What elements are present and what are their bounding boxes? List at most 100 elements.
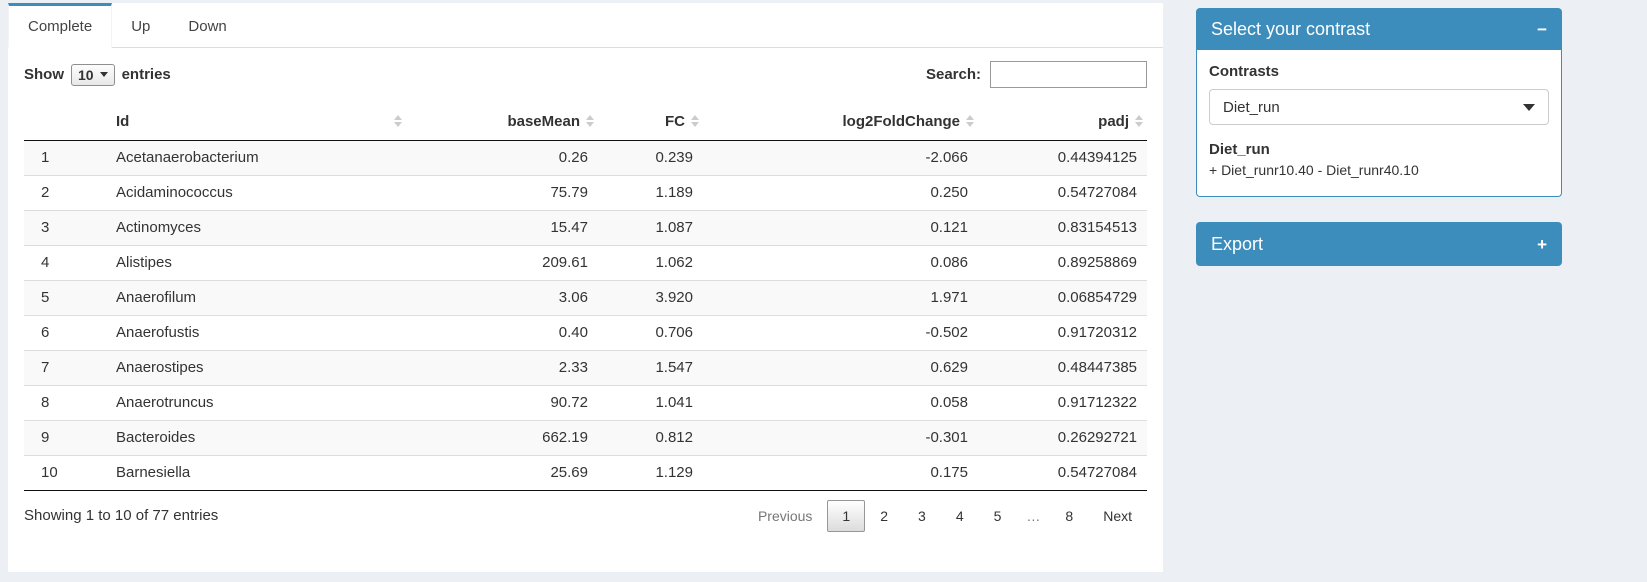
pagination-page-8[interactable]: 8 <box>1065 507 1074 524</box>
header-log2foldchange-label: log2FoldChange <box>842 112 961 130</box>
contrasts-label: Contrasts <box>1209 63 1280 80</box>
contrast-select-value: Diet_run <box>1223 98 1280 116</box>
log2foldchange-cell: 0.086 <box>703 245 978 281</box>
collapse-minus-icon[interactable]: − <box>1537 19 1547 39</box>
id-cell: Anaerotruncus <box>98 385 408 421</box>
fc-cell: 1.547 <box>598 350 703 386</box>
id-cell: Alistipes <box>98 245 408 281</box>
sort-icon <box>1135 115 1143 128</box>
contrast-select[interactable]: Diet_run <box>1209 89 1549 125</box>
pagination-page-2[interactable]: 2 <box>880 507 889 524</box>
basemean-cell: 90.72 <box>408 385 598 421</box>
padj-cell: 0.54727084 <box>978 455 1147 491</box>
fc-cell: 0.812 <box>598 420 703 456</box>
entries-length-value: 10 <box>78 66 94 83</box>
basemean-cell: 662.19 <box>408 420 598 456</box>
table-body: 1 Acetanaerobacterium 0.26 0.239 -2.066 0.443… <box>24 140 1147 491</box>
contrast-panel-header[interactable]: Select your contrast − <box>1196 8 1562 50</box>
table-row: 4 Alistipes 209.61 1.062 0.086 0.89258869 <box>24 245 1147 281</box>
header-id-label: Id <box>116 112 130 130</box>
contrast-name: Diet_run <box>1209 141 1270 158</box>
header-id[interactable]: Id <box>98 103 408 141</box>
fc-cell: 1.189 <box>598 175 703 211</box>
basemean-cell: 25.69 <box>408 455 598 491</box>
contrast-panel: Select your contrast − Contrasts Diet_ru… <box>1196 8 1562 197</box>
header-padj[interactable]: padj <box>978 103 1147 141</box>
row-index-cell: 2 <box>24 175 98 211</box>
padj-cell: 0.06854729 <box>978 280 1147 316</box>
padj-cell: 0.54727084 <box>978 175 1147 211</box>
pagination-page-1[interactable]: 1 <box>827 499 866 532</box>
basemean-cell: 209.61 <box>408 245 598 281</box>
sort-icon <box>394 115 402 128</box>
id-cell: Acidaminococcus <box>98 175 408 211</box>
search-label: Search: <box>925 66 981 83</box>
log2foldchange-cell: 0.058 <box>703 385 978 421</box>
fc-cell: 1.129 <box>598 455 703 491</box>
log2foldchange-cell: 0.175 <box>703 455 978 491</box>
entries-length-select[interactable]: 10 <box>71 63 115 86</box>
export-panel-header[interactable]: Export + <box>1196 222 1562 266</box>
id-cell: Anaerofilum <box>98 280 408 316</box>
fc-cell: 1.062 <box>598 245 703 281</box>
table-row: 3 Actinomyces 15.47 1.087 0.121 0.83154513 <box>24 210 1147 246</box>
row-index-cell: 5 <box>24 280 98 316</box>
pagination-page-4[interactable]: 4 <box>955 507 964 524</box>
contrast-formula: + Diet_runr10.40 - Diet_runr40.10 <box>1209 162 1419 178</box>
pagination-previous[interactable]: Previous <box>757 507 813 524</box>
padj-cell: 0.26292721 <box>978 420 1147 456</box>
tab-up[interactable]: Up <box>112 3 169 47</box>
log2foldchange-cell: 0.250 <box>703 175 978 211</box>
right-sidebar: Select your contrast − Contrasts Diet_ru… <box>1196 8 1562 266</box>
header-log2foldchange[interactable]: log2FoldChange <box>703 103 978 141</box>
header-basemean[interactable]: baseMean <box>408 103 598 141</box>
header-basemean-label: baseMean <box>507 112 580 130</box>
table-row: 1 Acetanaerobacterium 0.26 0.239 -2.066 0.443… <box>24 140 1147 176</box>
tab-complete-label: Complete <box>28 18 93 35</box>
row-index-cell: 4 <box>24 245 98 281</box>
id-cell: Anaerofustis <box>98 315 408 351</box>
row-index-cell: 8 <box>24 385 98 421</box>
padj-cell: 0.44394125 <box>978 140 1147 176</box>
tab-complete[interactable]: Complete <box>8 3 113 48</box>
pagination: Previous 1 2 3 4 5 … 8 Next <box>743 499 1147 532</box>
contrast-panel-title: Select your contrast <box>1211 18 1371 39</box>
table-row: 2 Acidaminococcus 75.79 1.189 0.250 0.5472708… <box>24 175 1147 211</box>
padj-cell: 0.89258869 <box>978 245 1147 281</box>
tab-down-label: Down <box>188 18 227 35</box>
id-cell: Bacteroides <box>98 420 408 456</box>
fc-cell: 0.706 <box>598 315 703 351</box>
row-index-cell: 1 <box>24 140 98 176</box>
id-cell: Acetanaerobacterium <box>98 140 408 176</box>
row-index-cell: 10 <box>24 455 98 491</box>
pagination-next[interactable]: Next <box>1103 507 1132 524</box>
basemean-cell: 2.33 <box>408 350 598 386</box>
entries-info: Showing 1 to 10 of 77 entries <box>24 507 219 524</box>
show-label: Show <box>24 66 64 83</box>
pagination-page-5[interactable]: 5 <box>993 507 1002 524</box>
basemean-cell: 3.06 <box>408 280 598 316</box>
table-row: 7 Anaerostipes 2.33 1.547 0.629 0.48447385 <box>24 350 1147 386</box>
id-cell: Actinomyces <box>98 210 408 246</box>
id-cell: Barnesiella <box>98 455 408 491</box>
pagination-page-3[interactable]: 3 <box>918 507 926 524</box>
tab-bar: Complete Up Down <box>8 3 1163 48</box>
row-index-cell: 9 <box>24 420 98 456</box>
basemean-cell: 75.79 <box>408 175 598 211</box>
row-index-cell: 3 <box>24 210 98 246</box>
tab-down[interactable]: Down <box>169 3 245 47</box>
fc-cell: 1.041 <box>598 385 703 421</box>
export-panel-title: Export <box>1211 233 1264 254</box>
log2foldchange-cell: 0.629 <box>703 350 978 386</box>
log2foldchange-cell: -0.502 <box>703 315 978 351</box>
fc-cell: 0.239 <box>598 140 703 176</box>
table-header-row: Id baseMean FC <box>24 103 1147 141</box>
table-row: 6 Anaerofustis 0.40 0.706 -0.502 0.91720312 <box>24 315 1147 351</box>
header-fc[interactable]: FC <box>598 103 703 141</box>
sort-icon <box>691 115 699 128</box>
collapse-plus-icon[interactable]: + <box>1537 234 1547 254</box>
entries-length-control: Show 10 entries <box>24 63 171 86</box>
padj-cell: 0.91712322 <box>978 385 1147 421</box>
search-input[interactable] <box>990 61 1147 88</box>
padj-cell: 0.48447385 <box>978 350 1147 386</box>
